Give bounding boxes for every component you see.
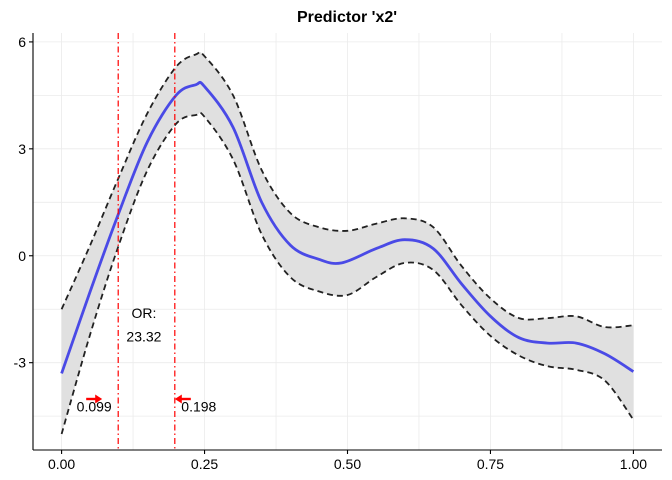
or-value: 23.32 bbox=[126, 328, 161, 344]
upper-ci-line bbox=[60, 51, 634, 329]
y-tick-label: -3 bbox=[14, 355, 27, 371]
estimate-line bbox=[60, 80, 635, 374]
confidence-band bbox=[61, 52, 634, 434]
lower-ci-line bbox=[60, 111, 635, 435]
right-threshold-label: 0.198 bbox=[181, 399, 216, 415]
axes: 0.00 0.25 0.50 0.75 1.00 -3 0 3 6 bbox=[14, 33, 662, 472]
x-tick-label: 0.25 bbox=[191, 456, 218, 472]
series-lines bbox=[60, 51, 635, 435]
chart-title: Predictor 'x2' bbox=[297, 9, 397, 26]
threshold-lines bbox=[117, 33, 176, 450]
x-tick-label: 0.50 bbox=[334, 456, 361, 472]
right-arrow-head bbox=[174, 394, 182, 404]
left-threshold-label: 0.099 bbox=[77, 399, 112, 415]
annotations: OR: 23.32 0.099 0.198 bbox=[77, 305, 217, 414]
y-tick-label: 3 bbox=[18, 141, 26, 157]
x-tick-label: 1.00 bbox=[620, 456, 647, 472]
x-tick-label: 0.75 bbox=[477, 456, 504, 472]
y-tick-label: 6 bbox=[18, 34, 26, 50]
left-arrow-head bbox=[95, 394, 103, 404]
or-label: OR: bbox=[131, 305, 156, 321]
x-tick-label: 0.00 bbox=[48, 456, 75, 472]
y-tick-label: 0 bbox=[18, 248, 26, 264]
confidence-band-area bbox=[61, 52, 634, 434]
